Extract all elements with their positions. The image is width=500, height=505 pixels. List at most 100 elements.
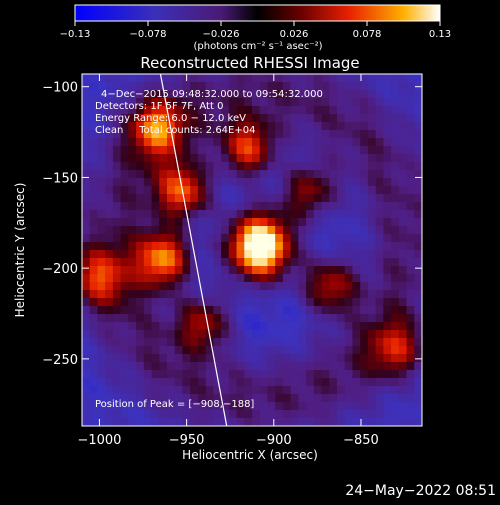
heatmap-cell bbox=[143, 218, 153, 227]
heatmap-cell bbox=[306, 386, 315, 395]
heatmap-cell bbox=[228, 330, 238, 339]
heatmap-cell bbox=[182, 154, 191, 163]
heatmap-cell bbox=[360, 90, 369, 99]
heatmap-cell bbox=[182, 122, 191, 131]
heatmap-cell bbox=[375, 178, 384, 187]
heatmap-cell bbox=[306, 378, 315, 387]
heatmap-cell bbox=[414, 218, 422, 227]
heatmap-cell bbox=[236, 250, 245, 259]
heatmap-cell bbox=[159, 82, 168, 91]
heatmap-cell bbox=[182, 226, 191, 235]
heatmap-cell bbox=[329, 338, 338, 347]
heatmap-cell bbox=[360, 178, 369, 187]
heatmap-cell bbox=[112, 218, 122, 227]
heatmap-cell bbox=[275, 394, 284, 403]
heatmap-cell bbox=[228, 378, 238, 387]
heatmap-cell bbox=[112, 282, 122, 291]
heatmap-cell bbox=[205, 266, 214, 275]
heatmap-cell bbox=[105, 210, 114, 219]
heatmap-cell bbox=[337, 346, 346, 355]
heatmap-cell bbox=[252, 74, 261, 83]
heatmap-cell bbox=[414, 418, 422, 426]
heatmap-cell bbox=[205, 122, 214, 131]
heatmap-cell bbox=[383, 298, 392, 307]
heatmap-cell bbox=[151, 226, 160, 235]
heatmap-cell bbox=[244, 154, 253, 163]
heatmap-cell bbox=[259, 322, 269, 331]
heatmap-cell bbox=[352, 234, 361, 243]
heatmap-cell bbox=[167, 362, 176, 371]
heatmap-cell bbox=[414, 282, 422, 291]
heatmap-cell bbox=[367, 242, 377, 251]
heatmap-cell bbox=[406, 82, 415, 91]
heatmap-cell bbox=[228, 154, 238, 163]
heatmap-cell bbox=[105, 98, 114, 107]
heatmap-cell bbox=[159, 74, 168, 83]
heatmap-cell bbox=[313, 370, 323, 379]
heatmap-cell bbox=[275, 386, 284, 395]
heatmap-cell bbox=[112, 130, 122, 139]
heatmap-cell bbox=[182, 138, 191, 147]
heatmap-cell bbox=[313, 266, 323, 275]
heatmap-cell bbox=[282, 194, 292, 203]
heatmap-cell bbox=[367, 146, 377, 155]
heatmap-cell bbox=[352, 274, 361, 283]
heatmap-cell bbox=[337, 98, 346, 107]
heatmap-cell bbox=[182, 242, 191, 251]
solar-limb-line bbox=[159, 74, 228, 426]
heatmap-cell bbox=[236, 242, 245, 251]
heatmap-cell bbox=[298, 386, 307, 395]
heatmap-cell bbox=[383, 410, 392, 419]
heatmap-cell bbox=[267, 298, 276, 307]
heatmap-cell bbox=[275, 234, 284, 243]
heatmap-cell bbox=[82, 290, 91, 299]
heatmap-cell bbox=[337, 322, 346, 331]
heatmap-cell bbox=[205, 354, 214, 363]
heatmap-cell bbox=[244, 210, 253, 219]
heatmap-cell bbox=[236, 402, 245, 411]
heatmap-cell bbox=[344, 322, 354, 331]
heatmap-cell bbox=[159, 314, 168, 323]
heatmap-cell bbox=[112, 394, 122, 403]
heatmap-cell bbox=[329, 114, 338, 123]
heatmap-cell bbox=[105, 402, 114, 411]
heatmap-cell bbox=[128, 218, 137, 227]
heatmap-cell bbox=[97, 314, 106, 323]
heatmap-cell bbox=[383, 178, 392, 187]
heatmap-cell bbox=[282, 402, 292, 411]
heatmap-cell bbox=[205, 90, 214, 99]
heatmap-cell bbox=[344, 298, 354, 307]
heatmap-cell bbox=[228, 74, 238, 83]
heatmap-cell bbox=[329, 226, 338, 235]
heatmap-cell bbox=[112, 330, 122, 339]
heatmap-cell bbox=[360, 154, 369, 163]
heatmap-cell bbox=[167, 98, 176, 107]
heatmap-cell bbox=[143, 170, 153, 179]
heatmap-cell bbox=[112, 266, 122, 275]
heatmap-cell bbox=[128, 74, 137, 83]
heatmap-cell bbox=[259, 138, 269, 147]
heatmap-cell bbox=[236, 338, 245, 347]
heatmap-cell bbox=[221, 98, 230, 107]
heatmap-cell bbox=[236, 210, 245, 219]
heatmap-cell bbox=[197, 378, 207, 387]
heatmap-cell bbox=[136, 178, 145, 187]
heatmap-cell bbox=[344, 370, 354, 379]
heatmap-cell bbox=[120, 226, 129, 235]
heatmap-cell bbox=[313, 162, 323, 171]
heatmap-cell bbox=[275, 130, 284, 139]
heatmap-cell bbox=[236, 194, 245, 203]
heatmap-cell bbox=[406, 170, 415, 179]
heatmap-cell bbox=[337, 274, 346, 283]
heatmap-cell bbox=[398, 122, 408, 131]
heatmap-cell bbox=[112, 338, 122, 347]
heatmap-cell bbox=[167, 258, 176, 267]
heatmap-cell bbox=[398, 386, 408, 395]
heatmap-cell bbox=[197, 74, 207, 83]
heatmap-cell bbox=[244, 234, 253, 243]
heatmap-cell bbox=[244, 346, 253, 355]
heatmap-cell bbox=[89, 394, 99, 403]
heatmap-cell bbox=[337, 114, 346, 123]
heatmap-cell bbox=[105, 226, 114, 235]
heatmap-cell bbox=[360, 250, 369, 259]
